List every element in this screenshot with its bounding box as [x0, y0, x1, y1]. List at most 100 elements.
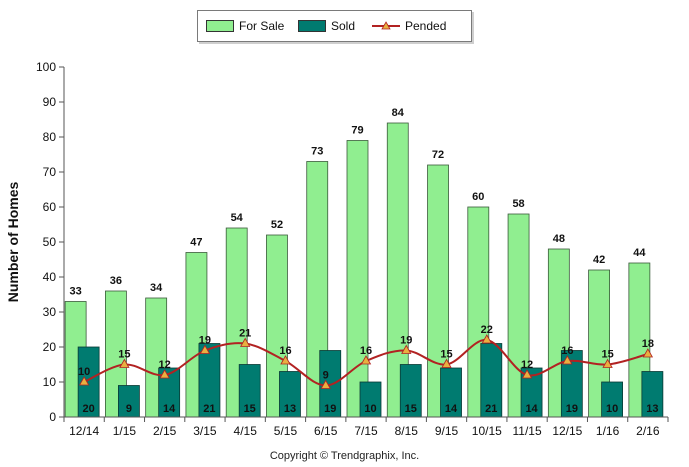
data-label-for-sale: 34: [150, 282, 163, 294]
data-label-sold: 19: [566, 403, 578, 415]
data-label-for-sale: 84: [392, 107, 405, 119]
marker-pended: [441, 358, 452, 368]
data-label-sold: 21: [203, 403, 215, 415]
data-label-for-sale: 47: [190, 237, 202, 249]
data-label-pended: 21: [239, 328, 251, 340]
x-tick-label: 1/16: [596, 424, 620, 438]
data-label-pended: 10: [78, 366, 90, 378]
data-label-pended: 19: [199, 335, 211, 347]
x-tick-label: 12/14: [69, 424, 99, 438]
data-label-for-sale: 73: [311, 146, 323, 158]
data-label-for-sale: 54: [231, 212, 244, 224]
data-label-pended: 22: [481, 324, 493, 336]
data-label-for-sale: 60: [472, 191, 484, 203]
data-label-pended: 18: [642, 338, 654, 350]
marker-pended: [521, 369, 533, 379]
marker-pended: [642, 348, 654, 358]
legend-swatch-sold: [298, 20, 326, 32]
x-tick-label: 3/15: [193, 424, 217, 438]
x-tick-label: 2/15: [153, 424, 177, 438]
data-label-for-sale: 33: [70, 286, 82, 298]
marker-pended: [320, 379, 331, 389]
data-label-sold: 14: [445, 403, 458, 415]
legend-swatch-for-sale: [206, 20, 234, 32]
data-label-pended: 16: [279, 345, 291, 357]
y-tick-label: 30: [43, 305, 57, 319]
legend-item-for-sale: For Sale: [206, 18, 284, 34]
data-label-for-sale: 44: [633, 247, 646, 259]
data-label-for-sale: 72: [432, 149, 444, 161]
bar-for-sale: [346, 140, 369, 418]
data-label-sold: 13: [284, 403, 296, 415]
y-tick-label: 60: [43, 200, 57, 214]
data-label-pended: 16: [360, 345, 372, 357]
legend-swatch-pended: [372, 20, 400, 32]
x-tick-label: 8/15: [395, 424, 419, 438]
x-tick-label: 7/15: [354, 424, 378, 438]
x-tick-label: 4/15: [234, 424, 258, 438]
data-label-for-sale: 42: [593, 254, 605, 266]
marker-pended: [481, 334, 492, 344]
marker-pended: [199, 344, 211, 354]
legend-label-for-sale: For Sale: [239, 19, 285, 33]
data-label-for-sale: 79: [351, 125, 363, 137]
x-tick-label: 11/15: [512, 424, 541, 438]
marker-pended: [240, 337, 251, 347]
legend-label-pended: Pended: [405, 19, 447, 33]
x-tick-label: 2/16: [636, 424, 660, 438]
data-label-for-sale: 48: [553, 233, 565, 245]
marker-pended: [159, 369, 170, 379]
data-label-pended: 16: [561, 345, 573, 357]
data-label-pended: 15: [118, 349, 130, 361]
x-tick-label: 5/15: [274, 424, 298, 438]
data-label-pended: 15: [601, 349, 613, 361]
x-tick-label: 12/15: [552, 424, 582, 438]
marker-pended: [401, 344, 412, 354]
y-tick-label: 40: [43, 270, 57, 284]
data-label-sold: 14: [163, 403, 176, 415]
copyright-text: Copyright © Trendgraphix, Inc.: [269, 450, 420, 462]
x-tick-label: 9/15: [435, 424, 459, 438]
legend-item-sold: Sold: [298, 18, 355, 34]
data-label-sold: 10: [606, 403, 618, 415]
y-tick-label: 10: [43, 375, 57, 389]
data-label-sold: 15: [244, 403, 256, 415]
marker-pended: [360, 355, 372, 365]
marker-pended: [602, 358, 613, 368]
marker-pended: [119, 358, 130, 368]
data-label-sold: 10: [364, 403, 376, 415]
legend-label-sold: Sold: [331, 19, 356, 33]
data-label-pended: 12: [521, 359, 533, 371]
data-label-for-sale: 58: [512, 198, 524, 210]
marker-pended: [78, 376, 90, 386]
chart-legend: For Sale Sold Pended: [197, 10, 472, 42]
data-label-sold: 9: [126, 403, 132, 415]
y-tick-label: 50: [43, 235, 57, 249]
data-label-sold: 13: [646, 403, 658, 415]
data-label-pended: 15: [440, 349, 452, 361]
data-label-pended: 19: [400, 335, 412, 347]
marker-pended: [280, 355, 291, 365]
x-tick-label: 1/15: [113, 424, 137, 438]
y-tick-label: 80: [43, 130, 57, 144]
data-label-pended: 12: [159, 359, 171, 371]
data-label-sold: 20: [83, 403, 95, 415]
marker-pended: [562, 355, 573, 365]
data-label-sold: 14: [525, 403, 538, 415]
data-label-sold: 15: [405, 403, 417, 415]
x-tick-label: 10/15: [472, 424, 502, 438]
data-label-sold: 19: [324, 403, 336, 415]
legend-item-pended: Pended: [372, 18, 446, 34]
y-tick-label: 90: [43, 95, 57, 109]
data-label-pended: 9: [323, 370, 329, 382]
y-tick-label: 70: [43, 165, 57, 179]
data-label-sold: 21: [485, 403, 497, 415]
y-axis-label: Number of Homes: [5, 182, 21, 303]
y-tick-label: 20: [43, 340, 57, 354]
x-tick-label: 6/15: [314, 424, 338, 438]
data-label-for-sale: 52: [271, 219, 283, 231]
y-tick-label: 0: [49, 410, 56, 424]
data-label-for-sale: 36: [110, 275, 122, 287]
y-tick-label: 100: [36, 60, 56, 74]
